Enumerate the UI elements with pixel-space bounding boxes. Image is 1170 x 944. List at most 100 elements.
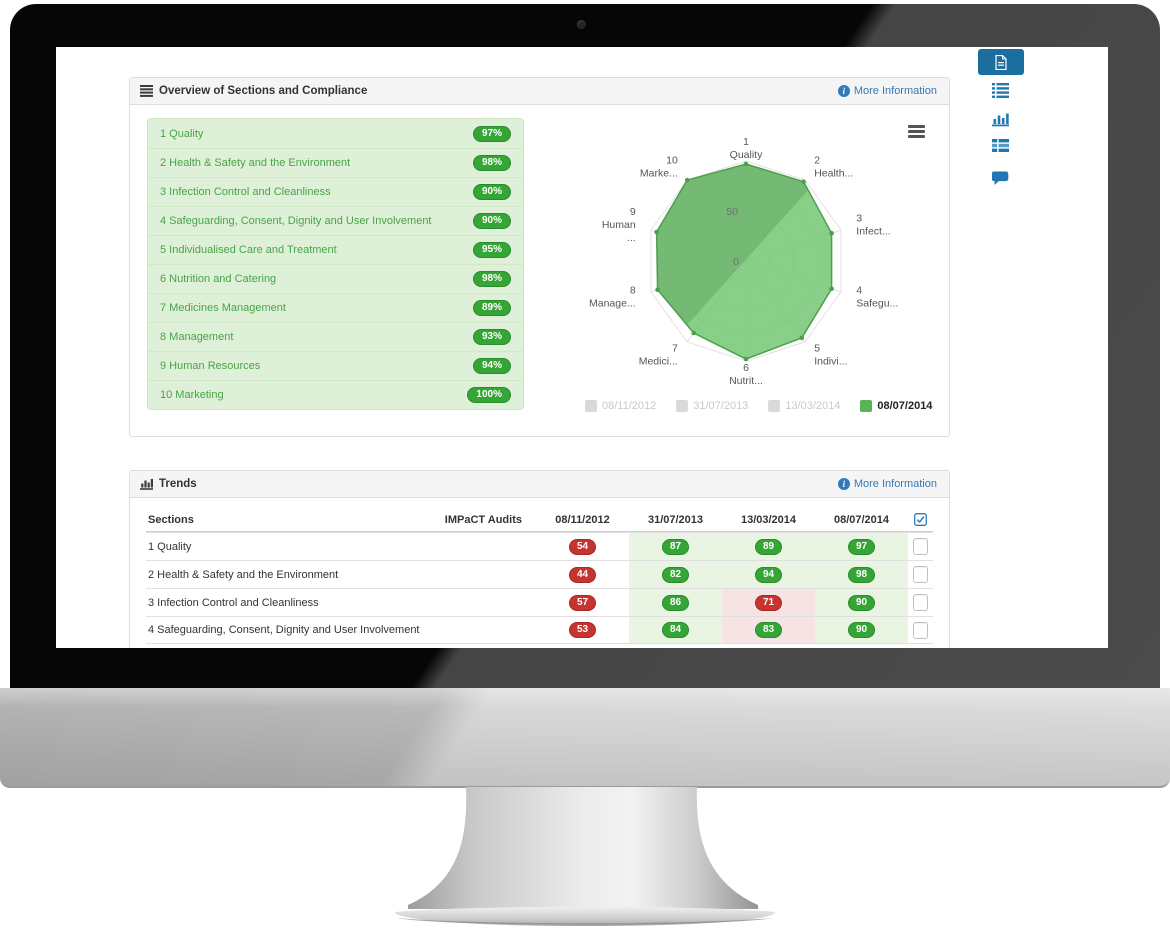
score-cell: 97 xyxy=(815,533,908,560)
radar-axis-label: 5 Indivi... xyxy=(814,342,847,367)
score-badge: 83 xyxy=(754,622,783,638)
radar-chart: 50 0 1 Quality 2 Health... 3 Infect... 4 Safegu..… xyxy=(589,136,898,387)
score-cell: 84 xyxy=(629,617,722,643)
section-list-item[interactable]: 3 Infection Control and Cleanliness 90% xyxy=(148,177,523,206)
radar-point-marker xyxy=(743,356,749,362)
score-cell: 71 xyxy=(722,589,815,616)
trends-table: Sections IMPaCT Audits 08/11/2012 31/07/… xyxy=(146,508,933,644)
monitor-bezel: Overview of Sections and Compliance i Mo… xyxy=(10,4,1160,688)
check-square-icon[interactable] xyxy=(914,513,927,526)
section-list-item[interactable]: 6 Nutrition and Catering 98% xyxy=(148,264,523,293)
more-information-label: More Information xyxy=(853,85,937,97)
trends-table-row: 4 Safeguarding, Consent, Dignity and Use… xyxy=(146,616,933,644)
checkbox-cell xyxy=(908,533,933,560)
trends-table-row: 3 Infection Control and Cleanliness 57 86 7… xyxy=(146,588,933,616)
section-label: 5 Individualised Care and Treatment xyxy=(160,244,337,256)
radar-point-marker xyxy=(684,177,690,183)
radar-axis-label: 9 Human... xyxy=(602,206,636,244)
monitor-chin xyxy=(0,688,1170,788)
score-cell: 57 xyxy=(536,589,629,616)
trends-panel: Trends i More Information Sections IMPaC… xyxy=(129,470,950,648)
section-list-item[interactable]: 1 Quality 97% xyxy=(148,119,523,148)
chart-context-menu-icon[interactable] xyxy=(908,125,925,140)
score-cell: 44 xyxy=(536,561,629,588)
legend-swatch-icon xyxy=(585,400,597,412)
section-list-item[interactable]: 8 Management 93% xyxy=(148,322,523,351)
info-icon: i xyxy=(837,478,850,490)
radar-point-marker xyxy=(654,229,659,235)
legend-item[interactable]: 31/07/2013 xyxy=(676,400,748,412)
score-cell: 98 xyxy=(815,561,908,588)
legend-label: 08/07/2014 xyxy=(877,400,933,412)
section-score-badge: 93% xyxy=(472,329,511,345)
section-list-item[interactable]: 9 Human Resources 94% xyxy=(148,351,523,380)
score-badge: 57 xyxy=(568,594,597,611)
radar-chart-area: 50 0 1 Quality 2 Health... 3 Infect... 4 Safegu..… xyxy=(580,111,952,423)
toolbar-item-comment[interactable] xyxy=(991,171,1009,187)
trends-panel-header: Trends i More Information xyxy=(130,471,949,498)
radar-axis-label: 7 Medici... xyxy=(639,342,678,367)
section-label: 1 Quality xyxy=(160,127,204,140)
date-column-header: 08/07/2014 xyxy=(833,513,890,526)
info-icon: i xyxy=(837,85,850,97)
section-list-item[interactable]: 5 Individualised Care and Treatment 95% xyxy=(148,235,523,264)
score-badge: 97 xyxy=(847,538,876,555)
trends-panel-title: Trends xyxy=(159,478,197,490)
legend-item[interactable]: 08/07/2014 xyxy=(860,400,932,412)
score-cell: 83 xyxy=(722,617,815,643)
legend-swatch-icon xyxy=(676,400,689,412)
section-list-item[interactable]: 2 Health & Safety and the Environment 98% xyxy=(148,148,523,177)
stand-base xyxy=(394,906,776,926)
section-score-badge: 95% xyxy=(472,242,511,258)
section-list-item[interactable]: 4 Safeguarding, Consent, Dignity and Use… xyxy=(148,206,523,235)
section-list-item[interactable]: 10 Marketing 100% xyxy=(148,380,523,409)
section-list-item[interactable]: 7 Medicines Management 89% xyxy=(148,293,523,322)
row-select-checkbox[interactable] xyxy=(913,566,928,583)
radar-point-marker xyxy=(801,179,806,184)
radar-point-marker xyxy=(829,230,834,236)
row-select-checkbox[interactable] xyxy=(913,594,928,611)
radar-point-marker xyxy=(743,161,749,167)
bar-chart-icon xyxy=(140,479,153,490)
toolbar-item-chart[interactable] xyxy=(992,111,1009,127)
score-badge: 90 xyxy=(847,594,876,611)
webcam-dot xyxy=(577,20,586,29)
checkbox-cell xyxy=(908,589,933,616)
date-column-header: 31/07/2013 xyxy=(647,513,704,526)
date-column-header: 08/11/2012 xyxy=(555,513,610,526)
legend-item[interactable]: 13/03/2014 xyxy=(768,400,840,412)
radar-point-marker xyxy=(829,286,834,292)
radar-axis-label: 8 Manage... xyxy=(589,284,636,309)
section-score-badge: 98% xyxy=(472,155,511,171)
trends-more-information-link[interactable]: i More Information xyxy=(837,478,937,490)
trends-section-label: 2 Health & Safety and the Environment xyxy=(148,568,339,581)
overview-more-information-link[interactable]: i More Information xyxy=(837,85,937,97)
legend-swatch-icon xyxy=(860,400,873,412)
toolbar-item-table[interactable] xyxy=(992,139,1009,155)
legend-label: 31/07/2013 xyxy=(693,400,749,412)
sections-list: 1 Quality 97% 2 Health & Safety and the En… xyxy=(147,118,524,410)
score-badge: 53 xyxy=(568,622,597,638)
section-label: 3 Infection Control and Cleanliness xyxy=(160,186,331,198)
radar-axis-label: 10 Marke... xyxy=(640,155,678,180)
legend-swatch-icon xyxy=(768,400,781,412)
radar-point-marker xyxy=(691,330,696,336)
row-select-checkbox[interactable] xyxy=(913,621,928,639)
radar-point-marker xyxy=(655,287,660,292)
row-select-checkbox[interactable] xyxy=(913,538,928,555)
section-label: 4 Safeguarding, Consent, Dignity and Use… xyxy=(160,215,432,227)
legend-label: 08/11/2012 xyxy=(602,400,657,412)
toolbar-item-document[interactable] xyxy=(978,49,1024,75)
score-badge: 90 xyxy=(847,622,876,638)
radar-series-polygon xyxy=(655,163,833,360)
radar-legend: 08/11/2012 31/07/2013 13/03/2014 08/07/2014 xyxy=(585,400,932,412)
score-cell: 53 xyxy=(536,617,629,643)
section-score-badge: 97% xyxy=(472,125,511,142)
radar-axis-label: 4 Safegu... xyxy=(856,284,898,309)
trends-table-header: Sections IMPaCT Audits 08/11/2012 31/07/… xyxy=(146,508,933,532)
toolbar-item-list[interactable] xyxy=(992,83,1009,99)
legend-item[interactable]: 08/11/2012 xyxy=(585,400,656,412)
audits-column-header: IMPaCT Audits xyxy=(444,513,522,526)
section-score-badge: 90% xyxy=(472,213,511,229)
list-icon xyxy=(140,85,153,97)
